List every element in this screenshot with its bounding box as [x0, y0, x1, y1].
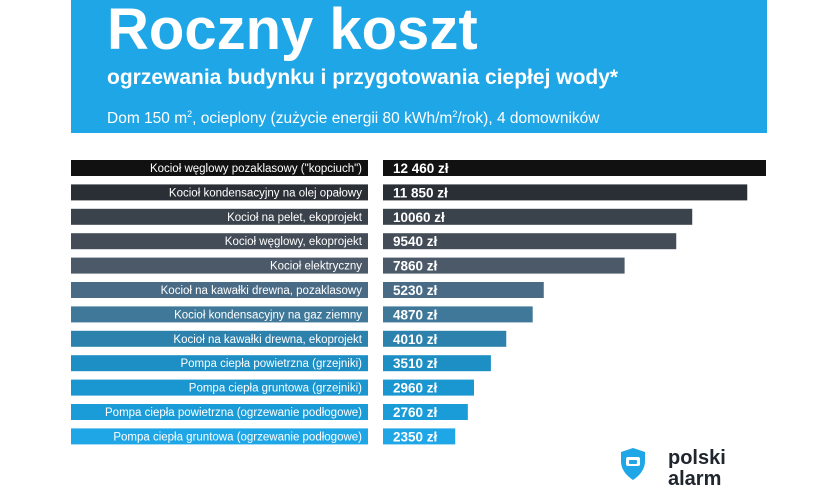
category-label: Kocioł kondensacyjny na olej opałowy	[169, 187, 362, 199]
bar	[383, 355, 491, 372]
category-label: Kocioł na kawałki drewna, pozaklasowy	[161, 285, 363, 297]
note-middle: , ocieplony (zużycie energii 80 kWh/m	[192, 110, 453, 128]
category-label-bg	[71, 428, 368, 445]
value-label: 5230 zł	[393, 283, 438, 298]
value-label: 2960 zł	[393, 381, 438, 396]
value-label: 9540 zł	[393, 234, 438, 249]
value-label: 4010 zł	[393, 332, 438, 347]
value-label: 11 850 zł	[393, 185, 448, 200]
category-label: Kocioł węglowy, ekoprojekt	[225, 236, 363, 248]
chart-note: Dom 150 m2, ocieplony (zużycie energii 8…	[107, 103, 599, 130]
category-label-bg	[71, 404, 368, 420]
category-label: Kocioł na pelet, ekoprojekt	[227, 212, 363, 224]
chart-title: Roczny koszt	[107, 0, 478, 62]
category-label: Kocioł kondensacyjny na gaz ziemny	[174, 309, 362, 321]
category-label-bg	[71, 379, 368, 396]
chart-subtitle: ogrzewania budynku i przygotowania ciepł…	[107, 66, 619, 89]
category-label: Pompa ciepła gruntowa (grzejniki)	[189, 383, 362, 395]
header-banner	[71, 0, 767, 133]
category-label-bg	[71, 208, 368, 225]
cost-bar-chart: Kocioł węglowy pozaklasowy ("kopciuch") 1…	[71, 160, 766, 445]
category-label: Pompa ciepła gruntowa (ogrzewanie podłog…	[113, 431, 362, 443]
bar	[383, 257, 625, 274]
bar	[383, 379, 474, 396]
bar	[383, 233, 677, 250]
category-label: Pompa ciepła powietrzna (grzejniki)	[180, 358, 362, 370]
note-superscript: 2	[187, 109, 193, 119]
logo-text: polski alarm	[668, 447, 726, 490]
note-suffix: /rok), 4 domowników	[457, 110, 600, 128]
value-label: 10060 zł	[393, 210, 445, 225]
bar	[383, 160, 766, 176]
brand-logo: polski alarm	[618, 448, 758, 490]
bar	[383, 404, 468, 420]
shield-logo-icon	[621, 448, 645, 480]
category-label: Kocioł węglowy pozaklasowy ("kopciuch")	[150, 163, 362, 175]
value-label: 4870 zł	[393, 307, 438, 322]
category-label-bg	[71, 184, 368, 201]
value-label: 3510 zł	[393, 356, 438, 371]
category-label-bg	[71, 306, 368, 323]
bar	[383, 428, 456, 445]
note-prefix: Dom 150 m	[107, 110, 188, 128]
category-label-bg	[71, 330, 368, 347]
value-label: 2760 zł	[393, 405, 438, 420]
bar	[383, 184, 748, 201]
category-label: Kocioł elektryczny	[270, 261, 362, 273]
note-superscript-2: 2	[452, 109, 458, 119]
category-label-bg	[71, 257, 368, 274]
category-label-bg	[71, 160, 368, 176]
category-label-bg	[71, 282, 368, 298]
bar	[383, 330, 507, 347]
value-label: 7860 zł	[393, 259, 438, 274]
bar	[383, 208, 693, 225]
category-label: Pompa ciepła powietrzna (ogrzewanie podł…	[105, 407, 362, 419]
value-label: 12 460 zł	[393, 161, 449, 176]
category-label: Kocioł na kawałki drewna, ekoprojekt	[173, 334, 362, 346]
category-label-bg	[71, 233, 368, 250]
bar	[383, 282, 544, 298]
category-label-bg	[71, 355, 368, 372]
bar	[383, 306, 533, 323]
value-label: 2350 zł	[393, 429, 438, 444]
